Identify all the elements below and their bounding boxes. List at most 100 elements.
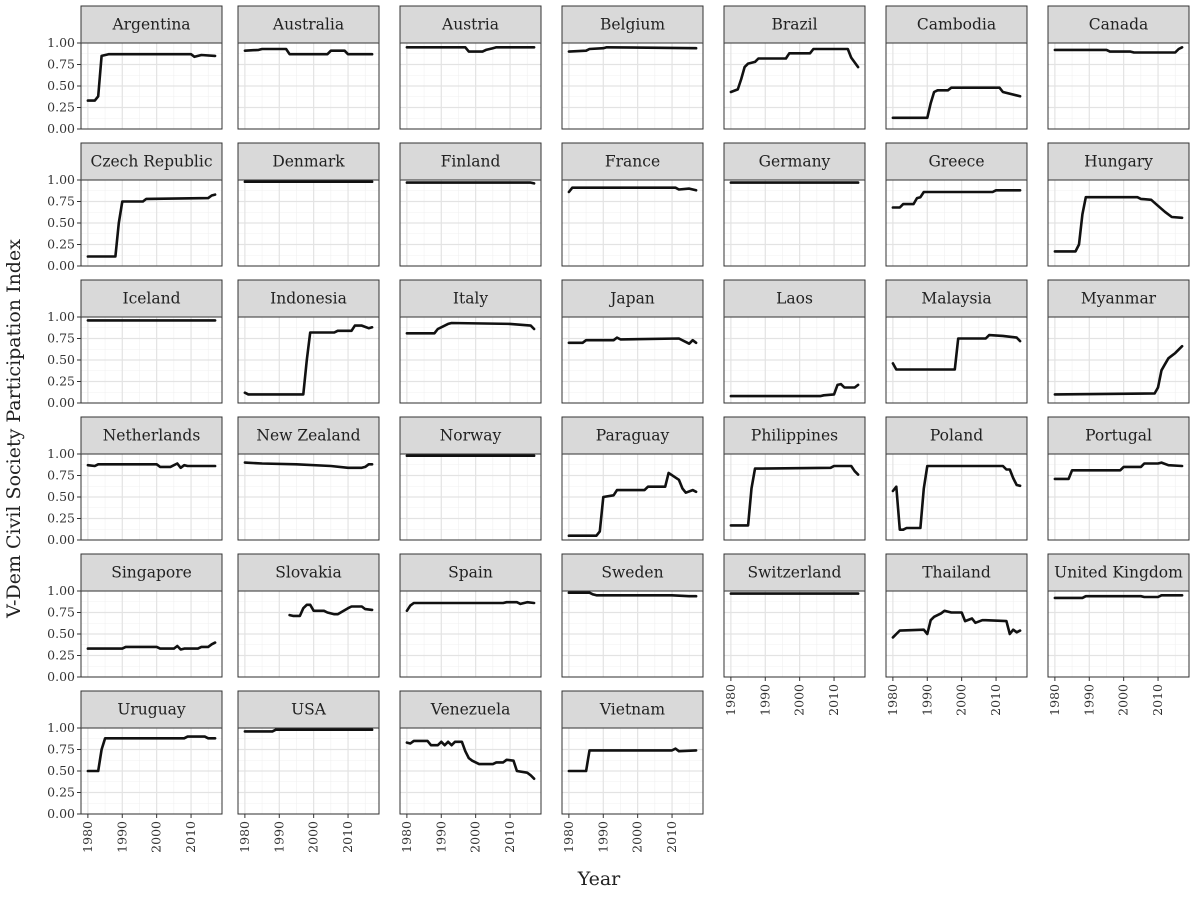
x-tick-label: 2000 xyxy=(1116,684,1131,716)
x-tick-label: 2010 xyxy=(502,821,517,853)
facet-panel: New Zealand xyxy=(237,416,380,541)
series-line xyxy=(288,603,374,618)
facet-strip xyxy=(723,142,866,181)
y-tick-label: 0.00 xyxy=(47,395,75,410)
plot-panel-border xyxy=(237,316,380,404)
facet-strip xyxy=(399,142,542,181)
x-tick-label: 2010 xyxy=(183,821,198,853)
x-tick-label: 1980 xyxy=(399,821,414,853)
facet-strip-label: Australia xyxy=(272,16,344,34)
x-tick-label: 2000 xyxy=(954,684,969,716)
facet-panel: Laos xyxy=(723,279,866,404)
facet-strip xyxy=(237,690,380,729)
facet-strip xyxy=(561,416,704,455)
facet-strip xyxy=(561,690,704,729)
plot-panel-border xyxy=(561,590,704,678)
x-axis-title: Year xyxy=(577,868,621,890)
x-tick-label: 2000 xyxy=(306,821,321,853)
plot-panel-border xyxy=(723,453,866,541)
facet-strip-label: Japan xyxy=(608,290,655,308)
series-line xyxy=(86,52,217,102)
facet-panel: Cambodia xyxy=(885,5,1028,130)
x-tick-label: 1990 xyxy=(114,821,129,853)
facet-panel: Paraguay xyxy=(561,416,704,541)
y-tick-label: 0.00 xyxy=(47,806,75,821)
plot-panel-border xyxy=(1047,316,1190,404)
facet-strip-label: Portugal xyxy=(1085,427,1152,445)
facet-strip xyxy=(1047,279,1190,318)
facet-panel: Venezuela 1980 1990 2000 2010 xyxy=(399,690,542,853)
series-line xyxy=(891,333,1022,371)
facet-strip xyxy=(561,279,704,318)
facet-panel: Japan xyxy=(561,279,704,404)
facet-strip-label: Slovakia xyxy=(275,564,342,582)
series-line xyxy=(243,47,374,56)
facet-panel: Norway xyxy=(399,416,542,541)
x-tick-label: 1990 xyxy=(433,821,448,853)
plot-panel-border xyxy=(399,316,542,404)
facet-strip xyxy=(399,416,542,455)
facet-panel: Greece xyxy=(885,142,1028,267)
series-line xyxy=(1053,45,1184,54)
facet-panel: Switzerland 1980 1990 2000 2010 xyxy=(723,553,866,716)
series-line xyxy=(243,324,374,396)
facet-panel: Argentina 0.00 0.25 0.50 0.75 1.00 xyxy=(47,5,223,136)
plot-panel-border xyxy=(1047,179,1190,267)
y-tick-label: 1.00 xyxy=(47,583,75,598)
facet-strip xyxy=(885,416,1028,455)
facet-strip xyxy=(80,690,223,729)
series-line xyxy=(1053,461,1184,481)
series-line xyxy=(567,591,698,598)
facet-panel: Hungary xyxy=(1047,142,1190,267)
facet-strip-label: United Kingdom xyxy=(1054,564,1183,582)
facet-panel: Uruguay 0.00 0.25 0.50 0.75 1.00 1980 1990 2000 2… xyxy=(47,690,223,853)
plot-panel-border xyxy=(399,727,542,815)
facet-strip xyxy=(399,5,542,44)
facet-strip xyxy=(1047,142,1190,181)
x-tick-label: 2010 xyxy=(664,821,679,853)
plot-panel-border xyxy=(723,179,866,267)
y-tick-label: 0.25 xyxy=(47,785,75,800)
y-tick-label: 0.25 xyxy=(47,648,75,663)
y-tick-label: 0.75 xyxy=(47,605,75,620)
facet-strip-label: Sweden xyxy=(601,564,663,582)
series-line xyxy=(567,747,698,773)
y-tick-label: 0.00 xyxy=(47,121,75,136)
plot-panel-border xyxy=(723,316,866,404)
facet-strip-label: Switzerland xyxy=(748,564,842,582)
x-tick-label: 2000 xyxy=(468,821,483,853)
series-line xyxy=(405,600,536,613)
plot-panel-border xyxy=(885,453,1028,541)
facet-panel: Poland xyxy=(885,416,1028,541)
facet-strip xyxy=(80,553,223,592)
series-line xyxy=(1053,195,1184,253)
y-tick-label: 1.00 xyxy=(47,172,75,187)
facet-strip-label: New Zealand xyxy=(256,427,360,445)
y-tick-label: 1.00 xyxy=(47,309,75,324)
facet-strip-label: Finland xyxy=(441,153,501,171)
plot-panel-border xyxy=(885,42,1028,130)
facet-panel: Spain xyxy=(399,553,542,678)
facet-strip-label: Brazil xyxy=(771,16,817,34)
facet-strip xyxy=(80,5,223,44)
facet-strip-label: Laos xyxy=(776,290,813,308)
series-line xyxy=(567,471,698,538)
facet-panel: Netherlands 0.00 0.25 0.50 0.75 1.00 xyxy=(47,416,223,547)
y-tick-label: 0.75 xyxy=(47,468,75,483)
x-tick-label: 1990 xyxy=(595,821,610,853)
facet-panel: Australia xyxy=(237,5,380,130)
series-line xyxy=(891,86,1022,120)
facet-strip-label: France xyxy=(605,153,660,171)
plot-panel-border xyxy=(561,42,704,130)
facet-strip xyxy=(237,5,380,44)
facet-strip-label: Norway xyxy=(440,427,502,445)
plot-panel-border xyxy=(399,42,542,130)
facet-strip-label: Poland xyxy=(930,427,983,445)
y-tick-label: 0.00 xyxy=(47,669,75,684)
facet-panel: United Kingdom 1980 1990 2000 2010 xyxy=(1047,553,1190,716)
facet-strip xyxy=(1047,416,1190,455)
facet-panel: Slovakia xyxy=(237,553,380,678)
y-tick-label: 0.50 xyxy=(47,78,75,93)
facet-strip-label: Hungary xyxy=(1084,153,1153,171)
